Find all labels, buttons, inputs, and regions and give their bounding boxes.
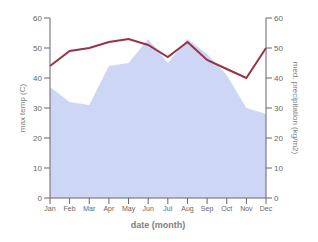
svg-text:Feb: Feb bbox=[64, 205, 76, 212]
svg-text:50: 50 bbox=[33, 44, 42, 53]
svg-text:May: May bbox=[122, 205, 136, 213]
svg-text:Sep: Sep bbox=[201, 205, 214, 213]
svg-text:Oct: Oct bbox=[221, 205, 232, 212]
svg-text:50: 50 bbox=[274, 44, 283, 53]
svg-text:Jul: Jul bbox=[163, 205, 172, 212]
svg-text:max temp (C): max temp (C) bbox=[18, 83, 27, 132]
svg-text:Nov: Nov bbox=[240, 205, 253, 212]
svg-text:10: 10 bbox=[274, 164, 283, 173]
svg-text:0: 0 bbox=[38, 194, 43, 203]
svg-text:10: 10 bbox=[33, 164, 42, 173]
svg-text:0: 0 bbox=[274, 194, 279, 203]
svg-text:Apr: Apr bbox=[103, 205, 115, 213]
svg-text:60: 60 bbox=[274, 14, 283, 23]
svg-text:40: 40 bbox=[274, 74, 283, 83]
svg-text:Jan: Jan bbox=[44, 205, 55, 212]
svg-text:60: 60 bbox=[33, 14, 42, 23]
svg-text:30: 30 bbox=[274, 104, 283, 113]
svg-text:Mar: Mar bbox=[83, 205, 96, 212]
svg-text:Dec: Dec bbox=[260, 205, 273, 212]
svg-text:date (month): date (month) bbox=[131, 220, 186, 230]
svg-text:Jun: Jun bbox=[143, 205, 154, 212]
svg-text:30: 30 bbox=[33, 104, 42, 113]
svg-text:40: 40 bbox=[33, 74, 42, 83]
svg-text:20: 20 bbox=[33, 134, 42, 143]
svg-text:Aug: Aug bbox=[181, 205, 194, 213]
svg-text:20: 20 bbox=[274, 134, 283, 143]
svg-text:med. precipitation (kg/m2): med. precipitation (kg/m2) bbox=[291, 62, 300, 155]
